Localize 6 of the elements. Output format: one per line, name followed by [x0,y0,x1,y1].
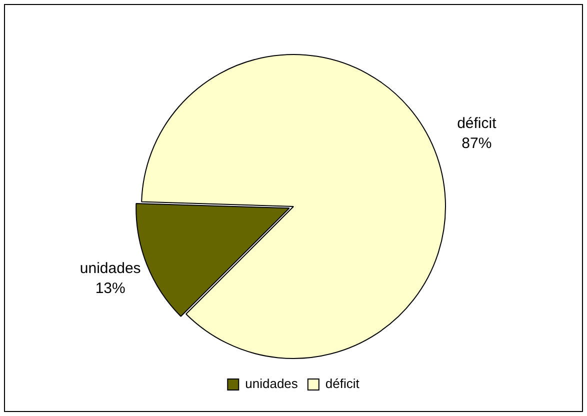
data-label: 13% [95,280,126,298]
legend-label: déficit [325,376,360,392]
data-label: 87% [462,135,492,152]
slice-label: unidades [80,260,141,278]
slice-label: déficit [457,115,498,132]
legend-label: unidades [245,376,298,392]
